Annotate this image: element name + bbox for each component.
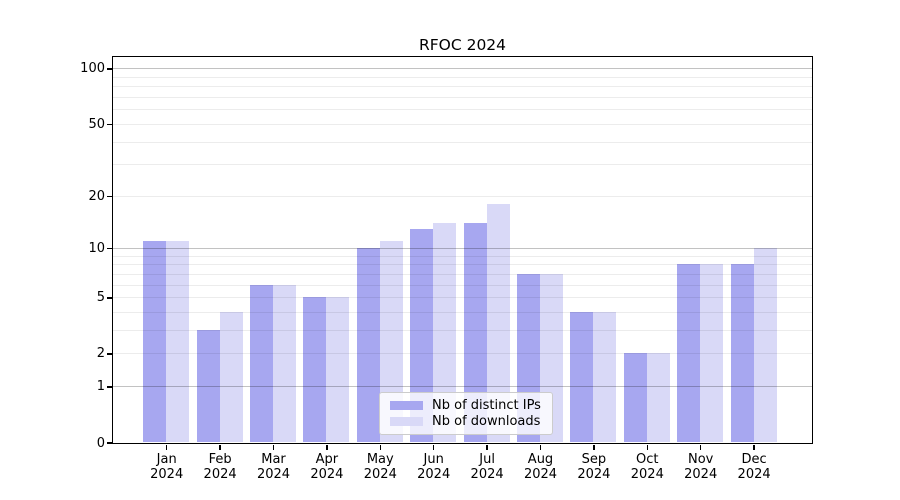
x-tick-year: 2024 (150, 467, 184, 482)
x-tick-label-oct-2024: Oct 2024 (617, 452, 677, 482)
x-tick-mark (646, 444, 649, 450)
x-tick-mark (753, 444, 755, 450)
x-tick-mark (432, 444, 435, 450)
y-tick-mark (106, 123, 112, 126)
x-tick-month: Oct (636, 452, 659, 467)
bar-downloads-nov (700, 264, 724, 443)
bar-ips-oct (623, 353, 647, 443)
chart-title: RFOC 2024 (418, 36, 507, 54)
x-tick-label-sep-2024: Sep 2024 (564, 452, 624, 482)
x-tick-label-mar-2024: Mar 2024 (244, 452, 304, 482)
y-tick-label-100: 100 (80, 61, 105, 77)
y-tick-mark (106, 247, 112, 250)
bar-ips-jan (143, 241, 167, 443)
legend-swatch-downloads (390, 417, 423, 427)
bar-downloads-jan (166, 241, 190, 443)
x-tick-year: 2024 (256, 467, 291, 482)
bar-ips-nov (677, 264, 701, 443)
bar-ips-may (356, 248, 380, 443)
x-tick-year: 2024 (203, 467, 237, 482)
x-tick-mark (272, 444, 275, 450)
x-tick-label-aug-2024: Aug 2024 (511, 452, 571, 482)
x-tick-year: 2024 (630, 467, 664, 482)
y-tick-label-50: 50 (88, 116, 105, 132)
y-tick-mark (106, 68, 112, 70)
x-tick-label-jan-2024: Jan 2024 (137, 452, 197, 482)
bar-downloads-mar (273, 284, 296, 443)
legend-label: Nb of distinct IPs (432, 397, 541, 413)
bar-downloads-apr (326, 297, 350, 443)
x-tick-mark (219, 444, 221, 450)
bar-ips-apr (303, 297, 327, 443)
legend-swatch-distinct-ips (390, 400, 423, 410)
x-tick-month: Jun (423, 452, 444, 467)
bar-ips-sep (570, 312, 594, 443)
y-tick-mark (106, 297, 112, 299)
plot-inner (112, 57, 812, 443)
y-tick-label-0: 0 (96, 435, 105, 451)
plot-area (111, 56, 813, 444)
x-tick-label-apr-2024: Apr 2024 (297, 452, 357, 482)
x-tick-month: Nov (688, 452, 714, 467)
y-tick-label-10: 10 (88, 241, 105, 257)
bars-layer (113, 57, 812, 443)
y-tick-mark (106, 195, 112, 198)
bar-ips-feb (196, 330, 220, 443)
y-tick-mark (106, 353, 112, 355)
x-tick-mark (165, 444, 168, 450)
x-tick-month: Apr (315, 452, 339, 467)
y-tick-label-2: 2 (96, 346, 105, 362)
bar-ips-dec (730, 264, 754, 443)
legend-label: Nb of downloads (432, 414, 541, 430)
bar-ips-jun (410, 228, 434, 443)
bar-downloads-jun (433, 223, 457, 443)
x-tick-label-jul-2024: Jul 2024 (457, 452, 517, 482)
x-tick-month: May (366, 452, 394, 467)
x-tick-mark (539, 444, 542, 450)
bar-ips-mar (250, 284, 273, 443)
y-tick-label-5: 5 (96, 290, 105, 306)
bar-downloads-dec (753, 248, 777, 443)
y-tick-mark (106, 386, 112, 388)
x-tick-month: Jul (479, 452, 495, 467)
x-tick-year: 2024 (310, 467, 344, 482)
y-tick-label-20: 20 (88, 188, 105, 204)
legend: Nb of distinct IPs Nb of downloads (379, 392, 553, 435)
bar-downloads-oct (646, 353, 670, 443)
x-tick-mark (486, 444, 488, 450)
x-tick-label-jun-2024: Jun 2024 (404, 452, 464, 482)
x-tick-label-nov-2024: Nov 2024 (671, 452, 731, 482)
bar-downloads-jul (486, 203, 510, 443)
x-tick-mark (593, 444, 595, 450)
x-tick-month: Sep (581, 452, 607, 467)
x-tick-mark (699, 444, 702, 450)
y-tick-mark (106, 442, 112, 444)
x-tick-month: Dec (741, 452, 767, 467)
x-tick-month: Jan (156, 452, 177, 467)
x-tick-label-may-2024: May 2024 (350, 452, 410, 482)
bar-downloads-feb (219, 312, 243, 443)
x-tick-year: 2024 (417, 467, 451, 482)
bar-downloads-sep (593, 312, 617, 443)
x-tick-year: 2024 (523, 467, 558, 482)
x-tick-year: 2024 (577, 467, 611, 482)
x-tick-year: 2024 (737, 467, 771, 482)
x-tick-label-feb-2024: Feb 2024 (190, 452, 250, 482)
bar-ips-jul (463, 223, 487, 443)
x-tick-year: 2024 (470, 467, 504, 482)
x-tick-month: Mar (261, 452, 286, 467)
legend-entry-downloads: Nb of downloads (390, 414, 544, 431)
x-tick-label-dec-2024: Dec 2024 (724, 452, 784, 482)
x-tick-mark (326, 444, 328, 450)
legend-entry-distinct-ips: Nb of distinct IPs (390, 397, 544, 414)
x-tick-mark (379, 444, 382, 450)
y-tick-label-1: 1 (96, 379, 105, 395)
x-tick-year: 2024 (684, 467, 718, 482)
x-tick-month: Feb (208, 452, 232, 467)
x-tick-month: Aug (527, 452, 554, 467)
x-tick-year: 2024 (363, 467, 397, 482)
